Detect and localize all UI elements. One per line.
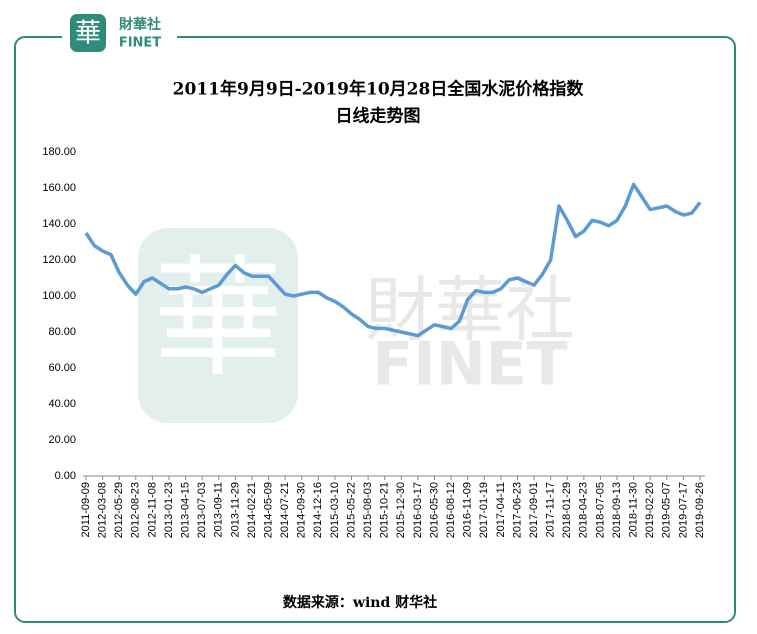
x-tick-label: 2014-09-30 bbox=[296, 482, 308, 538]
x-tick-label: 2015-05-22 bbox=[345, 482, 357, 538]
x-tick-label: 2018-09-13 bbox=[611, 482, 623, 538]
x-tick-label: 2016-03-17 bbox=[412, 482, 424, 538]
x-tick-label: 2017-04-11 bbox=[495, 482, 507, 537]
x-tick-label: 2013-11-29 bbox=[229, 482, 241, 537]
y-tick-label: 40.00 bbox=[48, 398, 76, 410]
y-tick-label: 160.00 bbox=[42, 182, 76, 194]
x-tick-label: 2019-05-07 bbox=[661, 482, 673, 538]
x-tick-label: 2015-10-21 bbox=[379, 482, 391, 538]
x-tick-label: 2014-12-16 bbox=[312, 482, 324, 538]
x-tick-label: 2017-01-19 bbox=[478, 482, 490, 538]
chart-subtitle: 日线走势图 bbox=[336, 106, 421, 127]
watermark-mark: 華 bbox=[153, 243, 283, 395]
x-tick-label: 2013-07-03 bbox=[196, 482, 208, 538]
x-tick-label: 2013-01-23 bbox=[163, 482, 175, 538]
x-tick-label: 2016-11-09 bbox=[462, 482, 474, 537]
x-tick-label: 2019-09-26 bbox=[694, 482, 706, 538]
x-tick-label: 2015-03-10 bbox=[329, 482, 341, 538]
x-tick-label: 2019-02-20 bbox=[644, 482, 656, 538]
x-tick-label: 2018-04-23 bbox=[578, 482, 590, 538]
y-tick-label: 140.00 bbox=[42, 218, 76, 230]
x-tick-label: 2014-05-09 bbox=[262, 482, 274, 538]
x-tick-label: 2012-11-08 bbox=[146, 482, 158, 537]
x-tick-label: 2013-04-15 bbox=[179, 482, 191, 538]
logo-name: 財華社 bbox=[118, 16, 161, 33]
x-tick-label: 2016-08-12 bbox=[445, 482, 457, 538]
watermark-latin: FINET bbox=[372, 330, 568, 400]
source: 数据来源：wind 财华社 bbox=[283, 594, 437, 611]
x-tick-label: 2011-09-09 bbox=[80, 482, 92, 537]
y-tick-label: 20.00 bbox=[48, 434, 76, 446]
x-tick-label: 2015-08-03 bbox=[362, 482, 374, 538]
y-tick-label: 60.00 bbox=[48, 362, 76, 374]
y-tick-label: 120.00 bbox=[42, 254, 76, 266]
y-tick-label: 0.00 bbox=[55, 470, 76, 482]
logo-latin: FINET bbox=[119, 36, 161, 51]
x-tick-label: 2012-03-08 bbox=[97, 482, 109, 538]
x-tick-label: 2015-12-30 bbox=[395, 482, 407, 538]
y-tick-label: 180.00 bbox=[42, 146, 76, 158]
x-tick-label: 2012-05-29 bbox=[113, 482, 125, 538]
x-tick-label: 2016-05-30 bbox=[428, 482, 440, 538]
x-tick-label: 2017-11-17 bbox=[545, 482, 557, 537]
x-tick-label: 2014-02-21 bbox=[246, 482, 258, 538]
x-tick-label: 2012-08-23 bbox=[130, 482, 142, 538]
x-tick-label: 2019-07-17 bbox=[677, 482, 689, 538]
chart-title: 2011年9月9日-2019年10月28日全国水泥价格指数 bbox=[173, 79, 585, 100]
x-tick-label: 2014-07-21 bbox=[279, 482, 291, 538]
x-tick-label: 2018-11-30 bbox=[628, 482, 640, 537]
logo-badge bbox=[70, 14, 106, 52]
x-tick-label: 2018-01-29 bbox=[561, 482, 573, 538]
x-tick-label: 2017-06-23 bbox=[511, 482, 523, 538]
y-tick-label: 100.00 bbox=[42, 290, 76, 302]
y-tick-label: 80.00 bbox=[48, 326, 76, 338]
x-tick-label: 2013-09-11 bbox=[213, 482, 225, 537]
logo-mark: 華 bbox=[75, 19, 101, 49]
x-tick-label: 2018-07-05 bbox=[594, 482, 606, 538]
x-tick-label: 2017-09-01 bbox=[528, 482, 540, 538]
watermark-name: 財華社 bbox=[365, 269, 575, 351]
line bbox=[84, 182, 702, 338]
